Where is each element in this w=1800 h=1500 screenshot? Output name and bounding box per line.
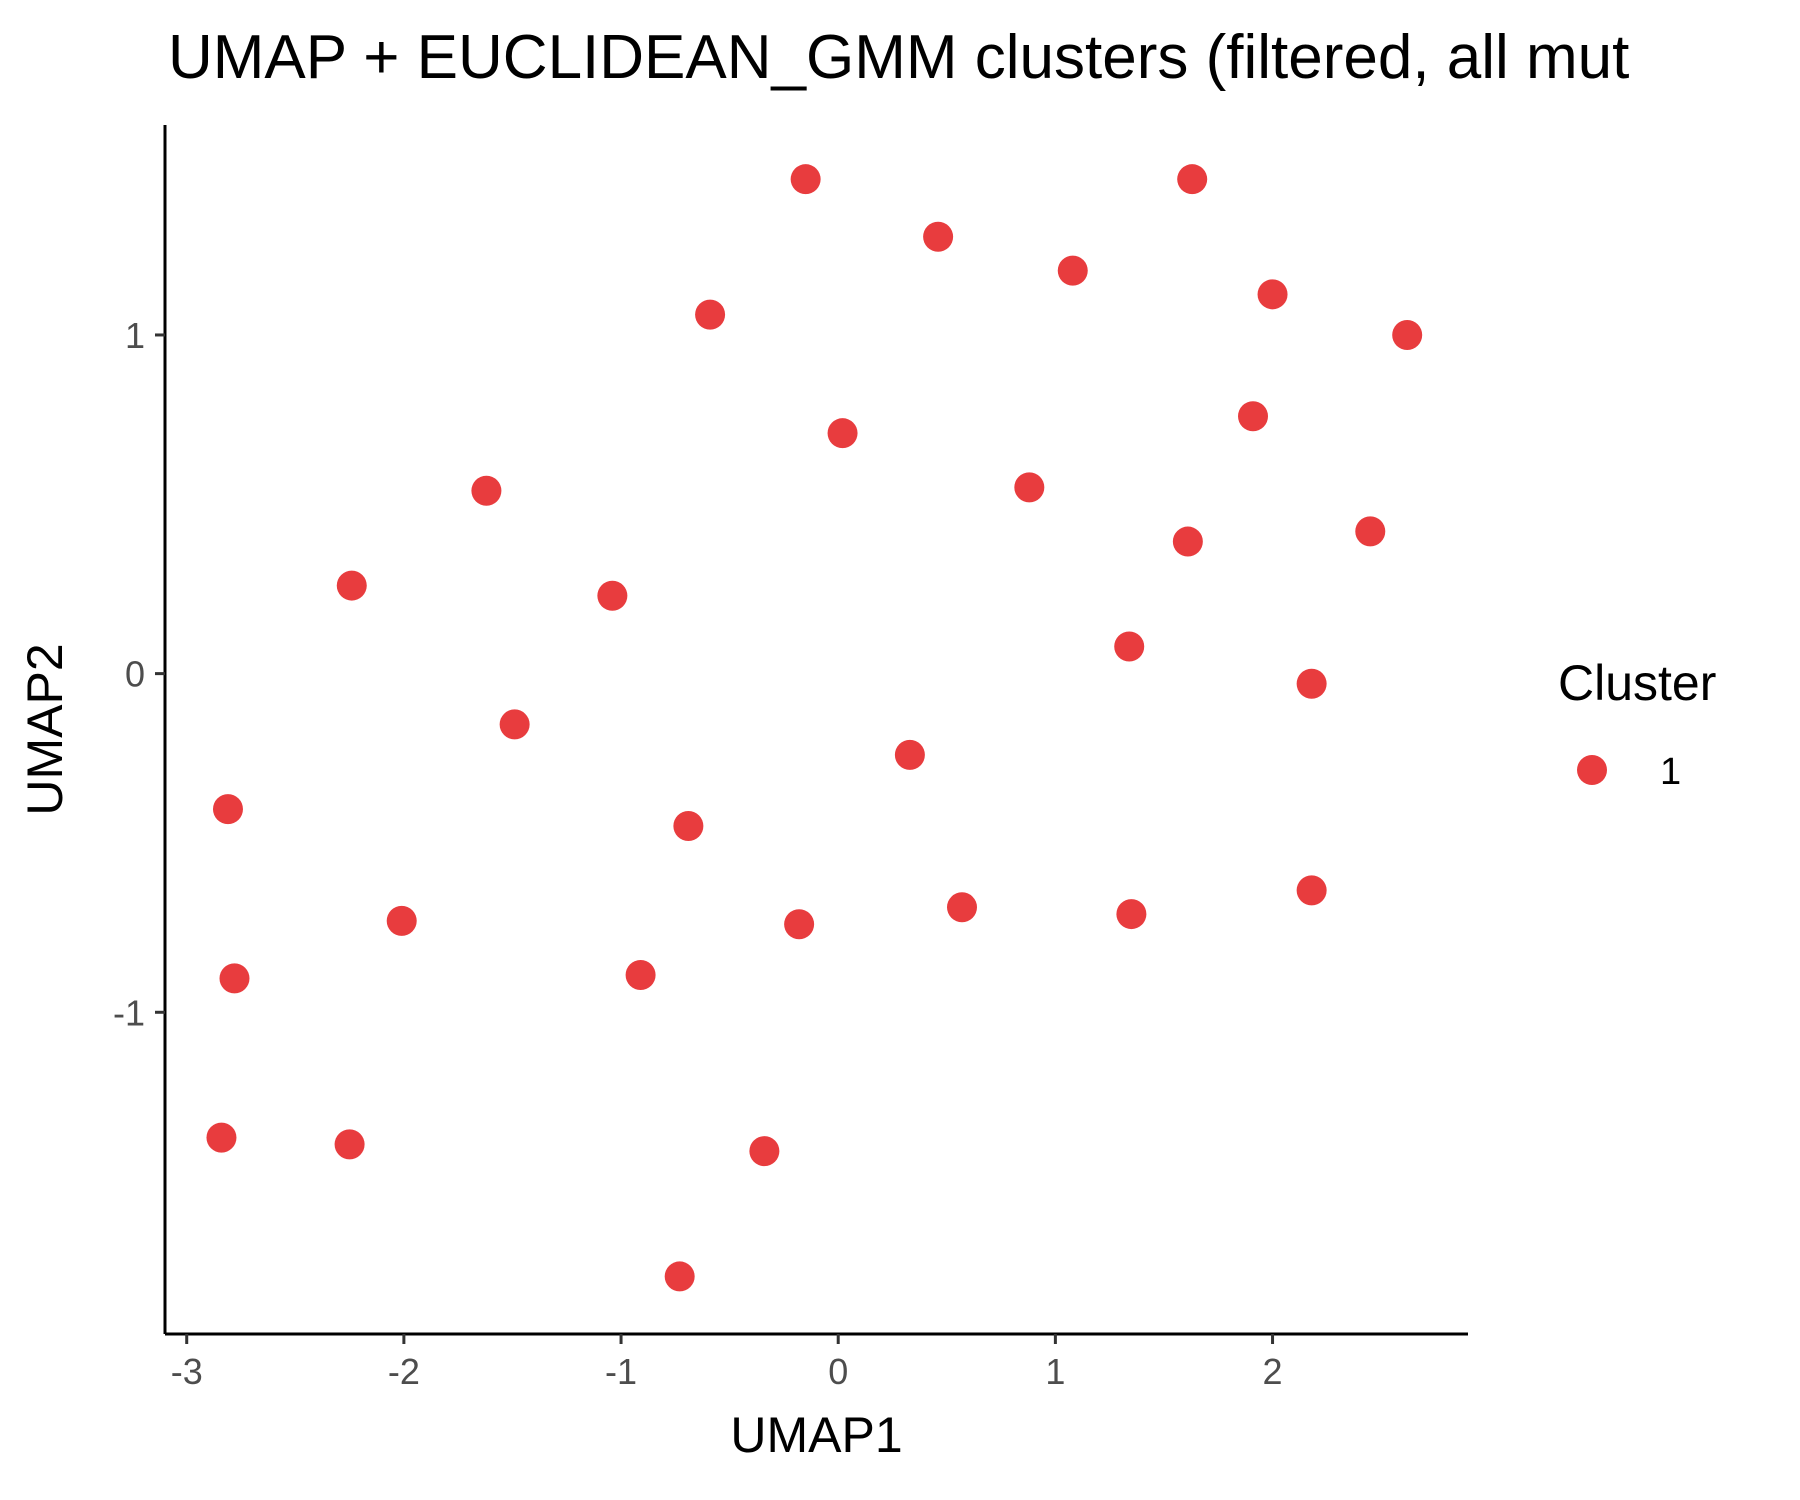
data-point — [336, 570, 367, 601]
data-point — [625, 960, 656, 991]
data-point — [1296, 668, 1327, 699]
legend-key-marker — [1577, 755, 1607, 785]
x-tick-label: 0 — [828, 1351, 848, 1392]
data-point — [664, 1261, 695, 1292]
data-point — [1057, 255, 1088, 286]
x-tick-label: -1 — [605, 1351, 637, 1392]
data-point — [499, 709, 530, 740]
data-point — [1116, 899, 1147, 930]
data-point — [790, 164, 821, 195]
data-point — [386, 905, 417, 936]
data-point — [1014, 472, 1045, 503]
data-point — [1355, 516, 1386, 547]
data-point — [1296, 875, 1327, 906]
data-point — [1177, 164, 1208, 195]
legend-entry-label: 1 — [1660, 751, 1681, 793]
data-point — [923, 221, 954, 252]
y-tick-label: -1 — [113, 992, 145, 1033]
y-axis-ticks: -1 0 1 — [113, 315, 165, 1033]
data-point — [1238, 401, 1269, 432]
data-point — [471, 475, 502, 506]
data-point — [1392, 319, 1423, 350]
points-layer — [206, 164, 1423, 1292]
data-point — [206, 1122, 237, 1153]
x-tick-label: -2 — [388, 1351, 420, 1392]
data-point — [695, 299, 726, 330]
data-point — [749, 1136, 780, 1167]
data-point — [673, 811, 704, 842]
data-point — [1114, 631, 1145, 662]
data-point — [1172, 526, 1203, 557]
x-axis-title: UMAP1 — [730, 1407, 902, 1463]
data-point — [597, 580, 628, 611]
data-point — [894, 739, 925, 770]
x-axis-ticks: -3 -2 -1 0 1 2 — [171, 1334, 1283, 1392]
data-point — [784, 909, 815, 940]
legend: Cluster 1 — [1558, 655, 1716, 793]
y-tick-label: 1 — [125, 315, 145, 356]
data-point — [334, 1129, 365, 1160]
chart-title: UMAP + EUCLIDEAN_GMM clusters (filtered,… — [168, 23, 1630, 92]
data-point — [827, 418, 858, 449]
data-point — [1257, 279, 1288, 310]
legend-title: Cluster — [1558, 655, 1716, 711]
y-axis-title: UMAP2 — [17, 643, 73, 815]
y-tick-label: 0 — [125, 654, 145, 695]
x-tick-label: 1 — [1045, 1351, 1065, 1392]
data-point — [212, 794, 243, 825]
x-tick-label: 2 — [1263, 1351, 1283, 1392]
data-point — [947, 892, 978, 923]
x-tick-label: -3 — [171, 1351, 203, 1392]
data-point — [219, 963, 250, 994]
